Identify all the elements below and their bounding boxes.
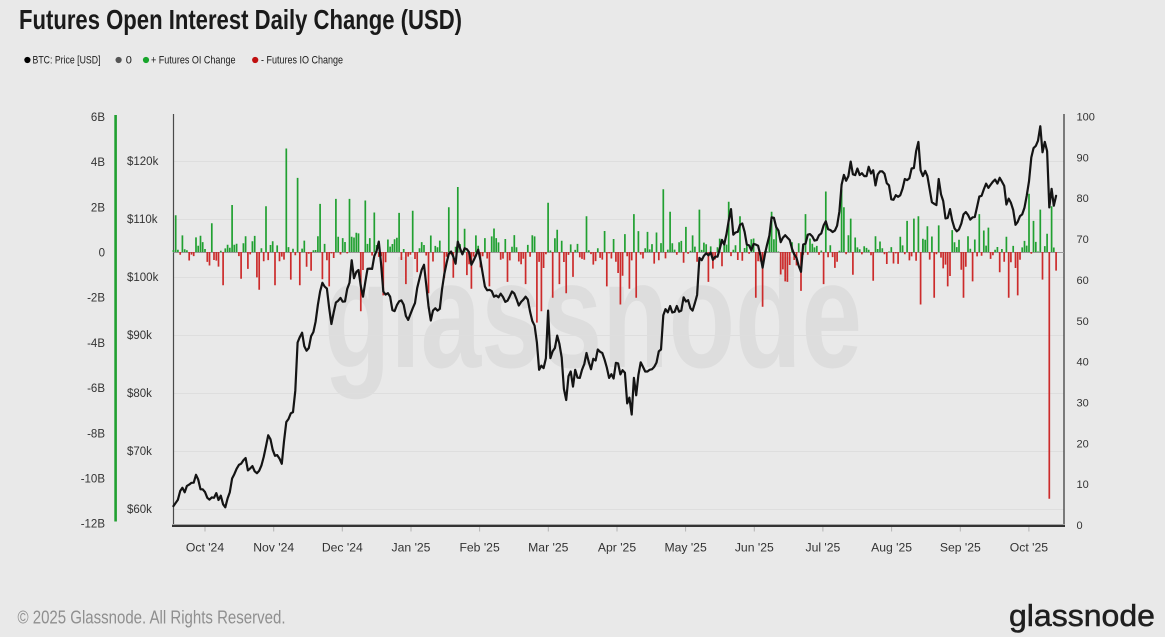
svg-text:Aug '25: Aug '25 (871, 541, 912, 555)
svg-text:Jun '25: Jun '25 (735, 541, 774, 555)
svg-text:0: 0 (99, 248, 105, 260)
svg-text:Apr '25: Apr '25 (598, 541, 636, 555)
svg-text:4B: 4B (91, 157, 105, 169)
svg-text:90: 90 (1077, 152, 1089, 164)
svg-text:Dec '24: Dec '24 (322, 541, 363, 555)
svg-text:Sep '25: Sep '25 (940, 541, 981, 555)
svg-text:0: 0 (1077, 520, 1083, 532)
svg-text:100: 100 (1077, 112, 1095, 124)
svg-text:Nov '24: Nov '24 (253, 541, 294, 555)
svg-text:$80k: $80k (127, 388, 152, 400)
svg-text:glassnode: glassnode (1009, 598, 1155, 633)
svg-text:+ Futures OI Change: + Futures OI Change (151, 55, 236, 67)
svg-text:$70k: $70k (127, 446, 152, 458)
svg-text:0: 0 (126, 55, 132, 67)
svg-text:-4B: -4B (87, 338, 105, 350)
svg-text:Oct '25: Oct '25 (1010, 541, 1048, 555)
svg-text:2B: 2B (91, 202, 105, 214)
svg-text:© 2025 Glassnode. All Rights R: © 2025 Glassnode. All Rights Reserved. (18, 608, 286, 628)
svg-text:20: 20 (1077, 438, 1089, 450)
svg-text:$110k: $110k (127, 214, 158, 226)
svg-text:80: 80 (1077, 193, 1089, 205)
svg-text:$120k: $120k (127, 156, 159, 168)
svg-text:-2B: -2B (87, 293, 105, 305)
svg-text:40: 40 (1077, 357, 1089, 369)
svg-text:Jan '25: Jan '25 (392, 541, 431, 555)
svg-text:$60k: $60k (127, 504, 152, 516)
svg-text:BTC: Price [USD]: BTC: Price [USD] (33, 55, 101, 67)
svg-text:-6B: -6B (87, 383, 105, 395)
svg-text:- Futures IO Change: - Futures IO Change (261, 55, 343, 67)
svg-text:-8B: -8B (87, 428, 105, 440)
svg-text:50: 50 (1077, 316, 1089, 328)
svg-text:Feb '25: Feb '25 (459, 541, 499, 555)
svg-text:10: 10 (1077, 479, 1089, 491)
svg-text:$100k: $100k (127, 272, 159, 284)
svg-text:30: 30 (1077, 397, 1089, 409)
svg-text:6B: 6B (91, 112, 105, 124)
svg-text:70: 70 (1077, 234, 1089, 246)
svg-text:$90k: $90k (127, 330, 152, 342)
svg-text:60: 60 (1077, 275, 1089, 287)
svg-text:May '25: May '25 (664, 541, 707, 555)
svg-text:Mar '25: Mar '25 (528, 541, 568, 555)
svg-text:-12B: -12B (81, 519, 106, 531)
svg-text:-10B: -10B (81, 474, 106, 486)
svg-text:Jul '25: Jul '25 (805, 541, 840, 555)
svg-text:Futures Open Interest Daily Ch: Futures Open Interest Daily Change (USD) (19, 4, 462, 35)
svg-text:Oct '24: Oct '24 (186, 541, 224, 555)
